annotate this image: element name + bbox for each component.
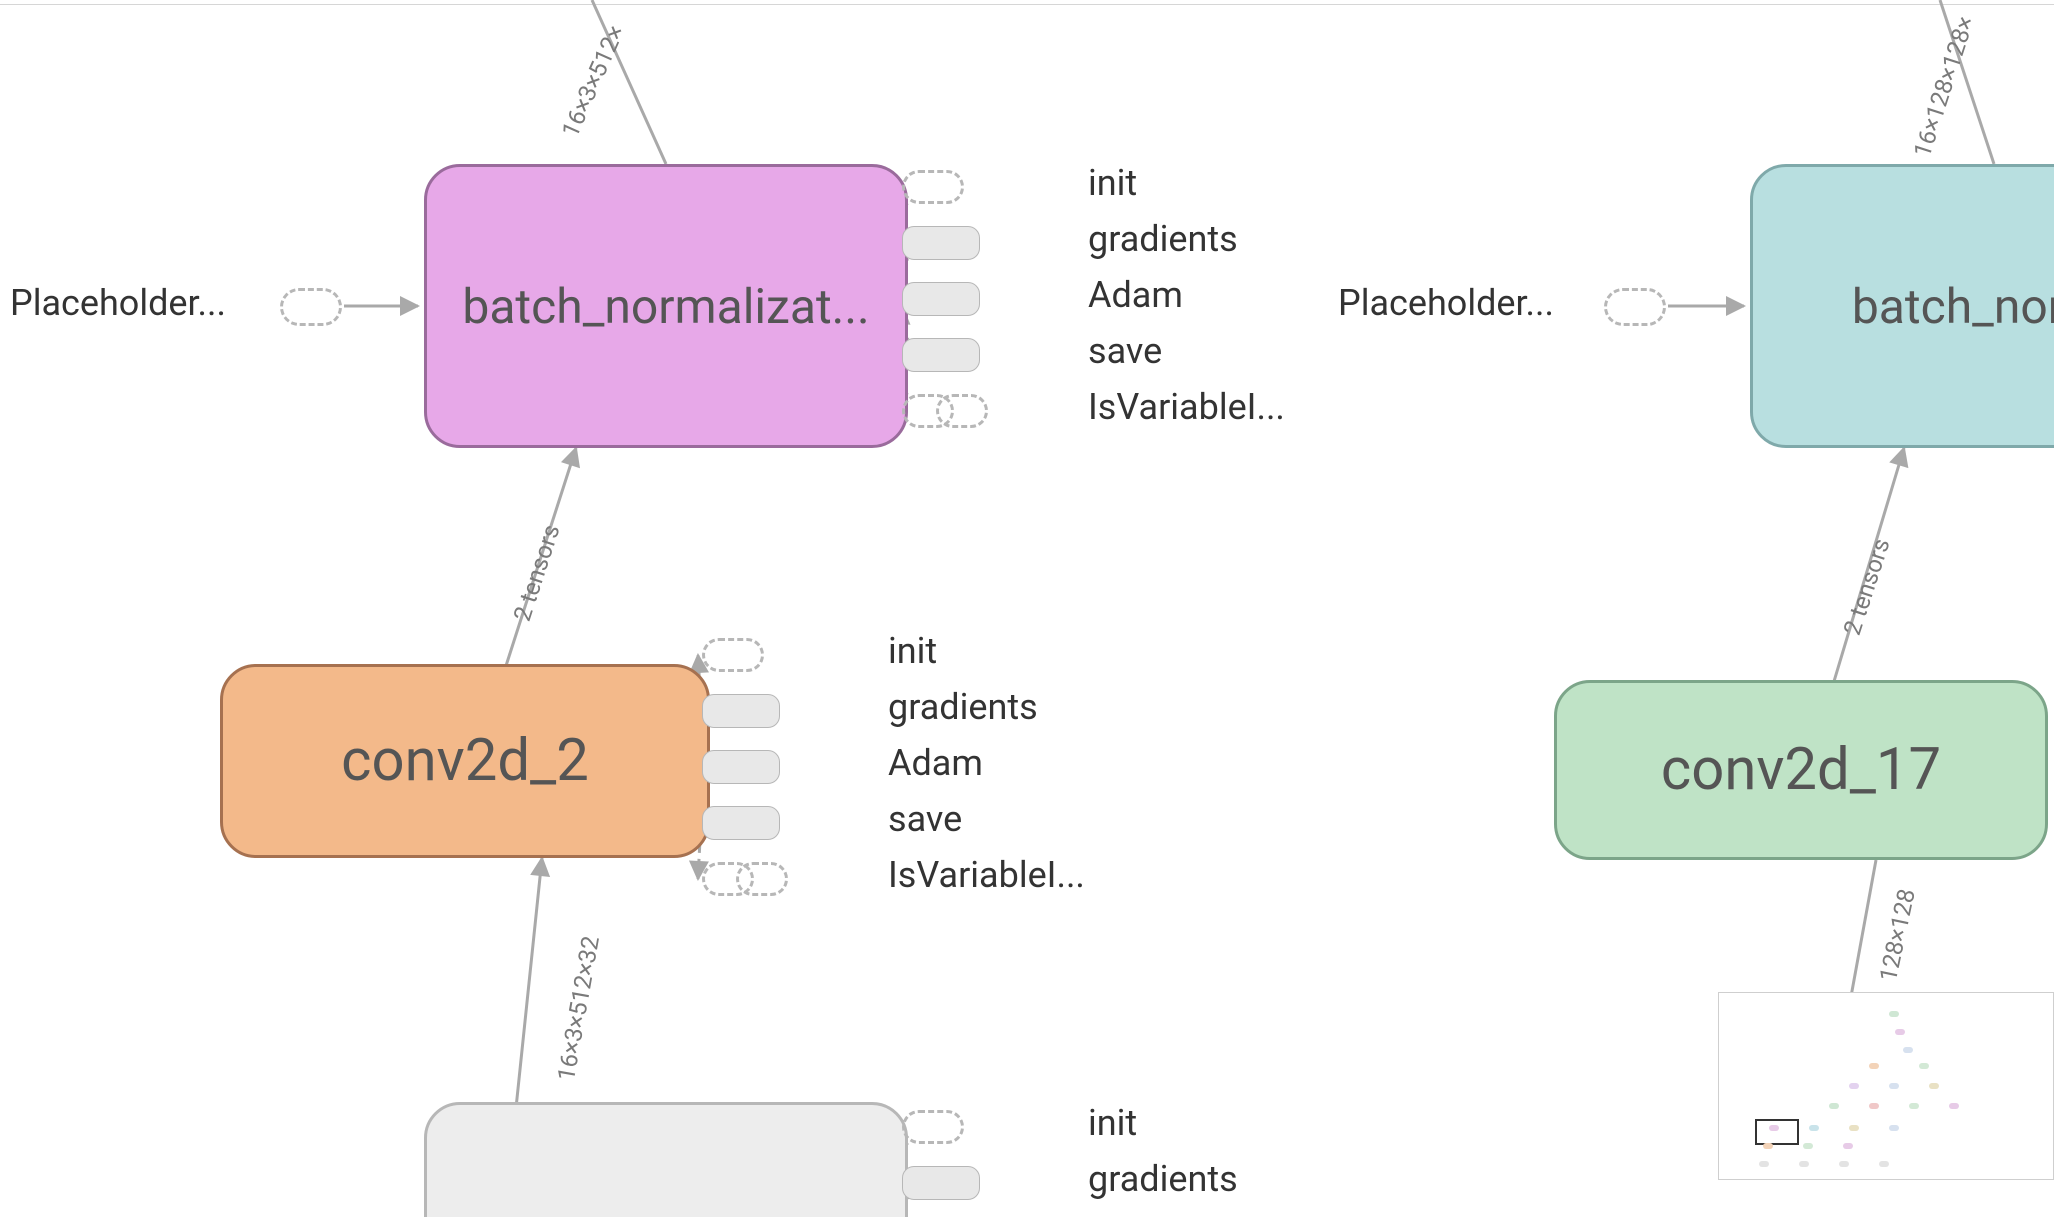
minimap-node — [1869, 1103, 1879, 1109]
node-batch-normalization[interactable]: batch_normalizat... — [424, 164, 908, 448]
edge-label: 128×128 — [1874, 886, 1921, 984]
aux-label-init: init — [1088, 1102, 1137, 1144]
aux-node-save[interactable] — [702, 806, 780, 840]
aux-node-isvariablei-2[interactable] — [936, 394, 988, 428]
node-conv2d-2[interactable]: conv2d_2 — [220, 664, 710, 858]
placeholder-label-left: Placeholder... — [10, 282, 226, 324]
minimap-node — [1869, 1063, 1879, 1069]
node-batch-normalization-right[interactable]: batch_norma — [1750, 164, 2054, 448]
minimap-node — [1829, 1103, 1839, 1109]
node-unknown-bottom[interactable] — [424, 1102, 908, 1217]
minimap-node — [1763, 1143, 1773, 1149]
minimap-node — [1903, 1047, 1913, 1053]
aux-label-isvariablei: IsVariableI... — [888, 854, 1085, 896]
aux-label-gradients: gradients — [1088, 1158, 1238, 1200]
aux-label-adam: Adam — [1088, 274, 1183, 316]
aux-label-gradients: gradients — [1088, 218, 1238, 260]
minimap-node — [1803, 1143, 1813, 1149]
edge-label: 16×3×512×32 — [552, 934, 605, 1083]
minimap-viewport[interactable] — [1755, 1119, 1799, 1145]
minimap-node — [1849, 1125, 1859, 1131]
aux-node-gradients[interactable] — [902, 1166, 980, 1200]
minimap-node — [1879, 1161, 1889, 1167]
node-label: conv2d_17 — [1641, 736, 1961, 804]
aux-label-gradients: gradients — [888, 686, 1038, 728]
node-label: batch_norma — [1832, 278, 2054, 335]
placeholder-label-right: Placeholder... — [1338, 282, 1554, 324]
minimap[interactable] — [1718, 992, 2054, 1180]
edge-label: 16×128×128× — [1908, 13, 1980, 161]
minimap-node — [1889, 1011, 1899, 1017]
minimap-node — [1919, 1063, 1929, 1069]
aux-node-adam[interactable] — [702, 750, 780, 784]
aux-node-save[interactable] — [902, 338, 980, 372]
graph-canvas[interactable]: batch_normalizat... conv2d_2 batch_norma… — [0, 0, 2054, 1217]
minimap-node — [1949, 1103, 1959, 1109]
node-label: conv2d_2 — [321, 727, 609, 795]
aux-node-init[interactable] — [902, 1110, 964, 1144]
placeholder-node-right[interactable] — [1604, 288, 1666, 326]
placeholder-node-left[interactable] — [280, 288, 342, 326]
aux-node-gradients[interactable] — [702, 694, 780, 728]
aux-label-isvariablei: IsVariableI... — [1088, 386, 1285, 428]
minimap-node — [1839, 1161, 1849, 1167]
minimap-node — [1759, 1161, 1769, 1167]
edge-label: 2 tensors — [508, 521, 565, 625]
minimap-node — [1889, 1083, 1899, 1089]
aux-label-save: save — [1088, 330, 1162, 372]
minimap-node — [1769, 1125, 1779, 1131]
aux-label-save: save — [888, 798, 962, 840]
aux-node-gradients[interactable] — [902, 226, 980, 260]
node-conv2d-17[interactable]: conv2d_17 — [1554, 680, 2048, 860]
aux-label-init: init — [1088, 162, 1137, 204]
aux-node-isvariablei-2[interactable] — [736, 862, 788, 896]
minimap-node — [1895, 1029, 1905, 1035]
aux-label-init: init — [888, 630, 937, 672]
minimap-node — [1809, 1125, 1819, 1131]
minimap-node — [1889, 1125, 1899, 1131]
minimap-node — [1799, 1161, 1809, 1167]
aux-node-init[interactable] — [902, 170, 964, 204]
edge-label: 2 tensors — [1838, 535, 1895, 639]
aux-node-init[interactable] — [702, 638, 764, 672]
minimap-node — [1849, 1083, 1859, 1089]
aux-node-adam[interactable] — [902, 282, 980, 316]
top-divider — [0, 4, 2054, 5]
minimap-node — [1929, 1083, 1939, 1089]
minimap-node — [1909, 1103, 1919, 1109]
edge-label: 16×3×512× — [556, 21, 630, 141]
aux-label-adam: Adam — [888, 742, 983, 784]
minimap-node — [1843, 1143, 1853, 1149]
node-label: batch_normalizat... — [442, 278, 889, 335]
